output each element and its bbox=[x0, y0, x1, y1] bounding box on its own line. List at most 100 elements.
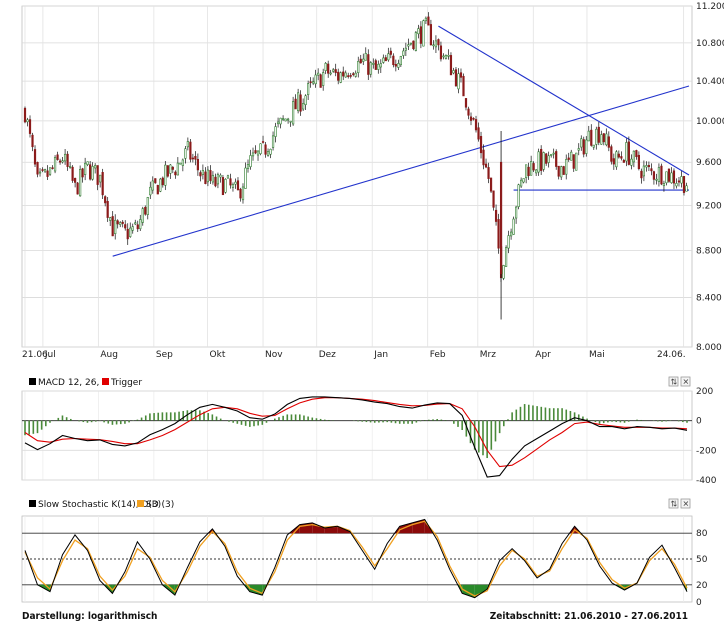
candle-body bbox=[424, 17, 428, 22]
candle-body bbox=[667, 168, 671, 182]
candle-body bbox=[111, 216, 114, 237]
macd-settings-button[interactable]: ⇅ bbox=[668, 376, 679, 387]
candle-body bbox=[547, 155, 550, 163]
candle-body bbox=[244, 167, 247, 189]
candle-body bbox=[249, 155, 252, 168]
candle-body bbox=[254, 150, 257, 154]
candle-body bbox=[184, 148, 187, 159]
candle-body bbox=[429, 24, 433, 46]
candle-body bbox=[304, 95, 307, 105]
candle-body bbox=[61, 160, 64, 163]
x-tick-label: 21.06. bbox=[22, 350, 51, 360]
x-tick-label: Apr bbox=[535, 350, 551, 360]
stochastic-plot-area bbox=[21, 515, 693, 603]
candle-body bbox=[680, 176, 683, 184]
candle-body bbox=[91, 166, 94, 180]
candle-body bbox=[319, 74, 322, 88]
candle-body bbox=[432, 44, 435, 47]
candle-body bbox=[239, 188, 242, 199]
candle-body bbox=[642, 165, 645, 177]
candle-body bbox=[86, 161, 89, 165]
candle-body bbox=[612, 158, 615, 165]
candle-body bbox=[226, 175, 230, 179]
candle-body bbox=[104, 196, 107, 204]
candle-body bbox=[452, 70, 455, 74]
candle-body bbox=[545, 153, 548, 164]
stoch-tick-label: 20 bbox=[696, 581, 708, 591]
candle-body bbox=[442, 55, 445, 58]
candle-body bbox=[622, 159, 625, 163]
x-tick-label: Mrz bbox=[480, 350, 496, 360]
candle-body bbox=[206, 169, 210, 183]
candle-body bbox=[261, 141, 265, 143]
candle-body bbox=[81, 168, 84, 178]
settings-icon: ⇅ bbox=[671, 500, 678, 509]
candle-body bbox=[464, 98, 468, 108]
candle-body bbox=[394, 64, 397, 67]
candle-body bbox=[294, 98, 297, 110]
candle-body bbox=[402, 50, 405, 56]
candle-body bbox=[580, 138, 583, 148]
candle-body bbox=[540, 148, 543, 171]
trigger-legend-swatch bbox=[102, 378, 109, 385]
price-y-axis: 11.200 10.800 10.400 10.000 9.600 9.200 8.800 8… bbox=[696, 2, 724, 353]
candle-body bbox=[256, 150, 260, 156]
candle-body bbox=[38, 171, 42, 174]
candle-body bbox=[236, 180, 240, 191]
candle-body bbox=[66, 153, 69, 167]
candle-body bbox=[520, 179, 523, 187]
candle-body bbox=[337, 71, 340, 81]
candle-body bbox=[131, 226, 134, 231]
candle-body bbox=[279, 117, 282, 125]
candle-body bbox=[374, 60, 377, 70]
candle-body bbox=[532, 163, 535, 171]
candle-body bbox=[419, 26, 422, 44]
candle-body bbox=[384, 57, 387, 62]
candle-body bbox=[587, 130, 590, 142]
candle-body bbox=[149, 186, 152, 196]
candle-body bbox=[344, 72, 347, 78]
close-icon: ✕ bbox=[683, 378, 690, 387]
x-tick-label: Nov bbox=[265, 350, 283, 360]
candle-body bbox=[36, 162, 39, 175]
candle-body bbox=[139, 219, 142, 230]
candle-body bbox=[347, 75, 350, 77]
candle-body bbox=[89, 164, 92, 180]
candle-body bbox=[525, 164, 528, 178]
candle-body bbox=[640, 170, 643, 179]
candle-body bbox=[662, 183, 666, 187]
candle-body bbox=[530, 161, 533, 176]
candle-body bbox=[292, 101, 295, 125]
candle-body bbox=[560, 166, 563, 178]
trigger-legend-label: Trigger bbox=[110, 378, 142, 388]
candle-body bbox=[392, 55, 395, 66]
candle-body bbox=[494, 209, 498, 222]
x-tick-label: Sep bbox=[156, 350, 173, 360]
macd-close-button[interactable]: ✕ bbox=[680, 376, 691, 387]
candle-body bbox=[660, 165, 663, 185]
candle-body bbox=[271, 135, 275, 148]
candle-body bbox=[181, 159, 184, 166]
candle-body bbox=[33, 149, 37, 165]
candle-body bbox=[567, 157, 570, 160]
candle-body bbox=[389, 50, 392, 55]
overbought-fill bbox=[412, 519, 425, 534]
candle-body bbox=[397, 63, 400, 68]
candle-body bbox=[124, 224, 127, 229]
candle-body bbox=[512, 218, 515, 235]
candle-body bbox=[625, 142, 628, 162]
price-panel: 11.200 10.800 10.400 10.000 9.600 9.200 8.800 8… bbox=[21, 2, 724, 360]
candle-body bbox=[51, 167, 54, 169]
candle-body bbox=[590, 129, 593, 146]
stoch-close-button[interactable]: ✕ bbox=[680, 498, 691, 509]
stoch-settings-button[interactable]: ⇅ bbox=[668, 498, 679, 509]
candle-body bbox=[462, 75, 465, 97]
candle-body bbox=[592, 144, 595, 148]
candle-body bbox=[79, 169, 82, 197]
candle-body bbox=[439, 45, 443, 60]
candle-body bbox=[492, 190, 495, 208]
candle-body bbox=[43, 169, 47, 172]
price-tick-label: 8.000 bbox=[696, 343, 722, 353]
candle-body bbox=[114, 219, 117, 234]
candle-body bbox=[677, 180, 681, 183]
